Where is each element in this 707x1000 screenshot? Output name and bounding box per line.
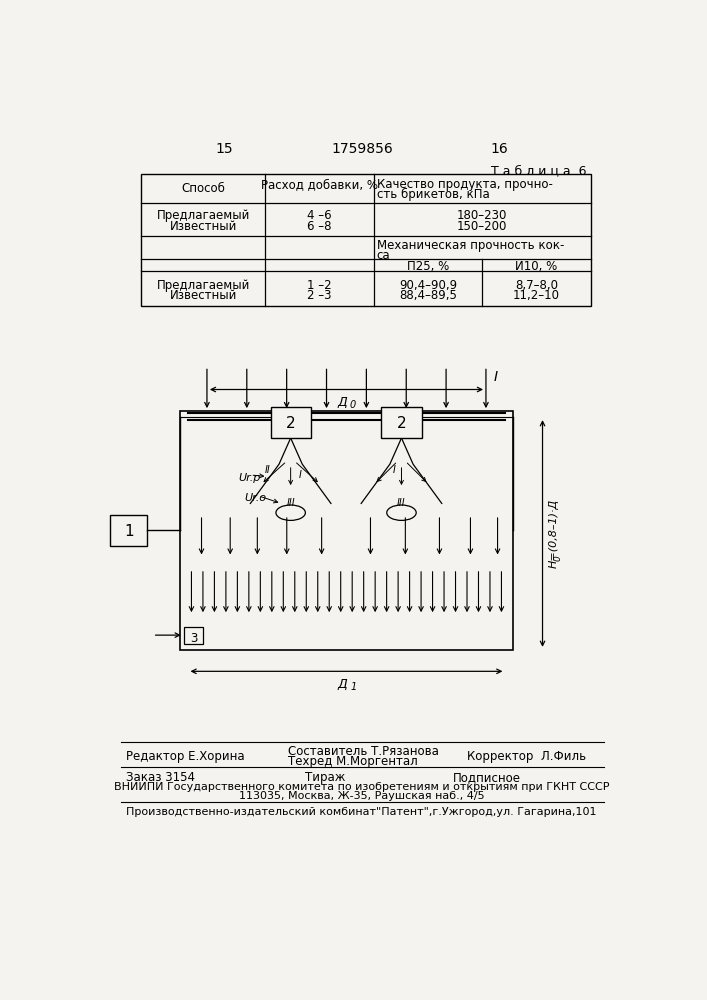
Text: ВНИИПИ Государственного комитета по изобретениям и открытиям при ГКНТ СССР: ВНИИПИ Государственного комитета по изоб… (115, 782, 609, 792)
Text: 1 –2: 1 –2 (307, 279, 332, 292)
Text: 2: 2 (397, 416, 407, 431)
Text: 1: 1 (351, 682, 356, 692)
Text: 180–230: 180–230 (457, 209, 507, 222)
Text: Редактор Е.Хорина: Редактор Е.Хорина (126, 750, 244, 763)
Text: 3: 3 (189, 632, 197, 645)
Text: Известный: Известный (170, 289, 237, 302)
Text: Ur.p: Ur.p (238, 473, 260, 483)
Text: II: II (264, 465, 270, 475)
Text: III: III (397, 498, 406, 508)
Text: H=(0,8–1)·Д: H=(0,8–1)·Д (549, 499, 559, 568)
Text: 90,4–90,9: 90,4–90,9 (399, 279, 457, 292)
Text: 1: 1 (124, 524, 134, 539)
Text: Заказ 3154: Заказ 3154 (126, 771, 194, 784)
Text: 2 –3: 2 –3 (307, 289, 332, 302)
Text: 0: 0 (554, 555, 562, 561)
Text: Механическая прочность кок-: Механическая прочность кок- (377, 239, 564, 252)
Bar (180, 411, 513, 650)
Text: Д: Д (338, 677, 347, 690)
Text: Д: Д (338, 396, 347, 409)
Text: 1759856: 1759856 (331, 142, 393, 156)
Text: Качество продукта, прочно-: Качество продукта, прочно- (377, 178, 553, 191)
Text: I: I (392, 465, 395, 475)
Text: Расход добавки, %: Расход добавки, % (261, 178, 378, 191)
Text: 16: 16 (490, 142, 508, 156)
Text: сть брикетов, кПа: сть брикетов, кПа (377, 188, 489, 201)
Text: 8,7–8,0: 8,7–8,0 (515, 279, 558, 292)
Bar (110, 515, 147, 546)
Text: 6 –8: 6 –8 (307, 220, 332, 233)
Text: 150–200: 150–200 (457, 220, 507, 233)
Text: I: I (493, 370, 498, 384)
Text: Ur.o: Ur.o (244, 493, 266, 503)
Text: И10, %: И10, % (515, 260, 557, 273)
Text: Т а б л и ц а  6: Т а б л и ц а 6 (491, 165, 587, 178)
Text: Подписное: Подписное (452, 771, 520, 784)
Text: Составитель Т.Рязанова: Составитель Т.Рязанова (288, 745, 439, 758)
Text: Тираж: Тираж (305, 771, 346, 784)
Text: Корректор  Л.Филь: Корректор Л.Филь (467, 750, 585, 763)
Text: Техред М.Моргентал: Техред М.Моргентал (288, 755, 418, 768)
Text: Предлагаемый: Предлагаемый (156, 279, 250, 292)
Bar (141, 174, 590, 306)
Bar (271, 407, 311, 438)
Text: Известный: Известный (170, 220, 237, 233)
Text: Предлагаемый: Предлагаемый (156, 209, 250, 222)
Bar (381, 407, 421, 438)
Bar (184, 627, 203, 644)
Text: I: I (298, 470, 301, 480)
Text: 0: 0 (349, 400, 356, 410)
Text: 15: 15 (215, 142, 233, 156)
Text: Производственно-издательский комбинат"Патент",г.Ужгород,ул. Гагарина,101: Производственно-издательский комбинат"Па… (126, 807, 596, 817)
Text: са: са (377, 249, 390, 262)
Text: 88,4–89,5: 88,4–89,5 (399, 289, 457, 302)
Text: 11,2–10: 11,2–10 (513, 289, 560, 302)
Text: П25, %: П25, % (407, 260, 449, 273)
Text: III: III (286, 498, 295, 508)
Text: Способ: Способ (181, 182, 225, 195)
Text: 113035, Москва, Ж-35, Раушская наб., 4/5: 113035, Москва, Ж-35, Раушская наб., 4/5 (239, 791, 485, 801)
Text: 4 –6: 4 –6 (307, 209, 332, 222)
Text: 2: 2 (286, 416, 296, 431)
